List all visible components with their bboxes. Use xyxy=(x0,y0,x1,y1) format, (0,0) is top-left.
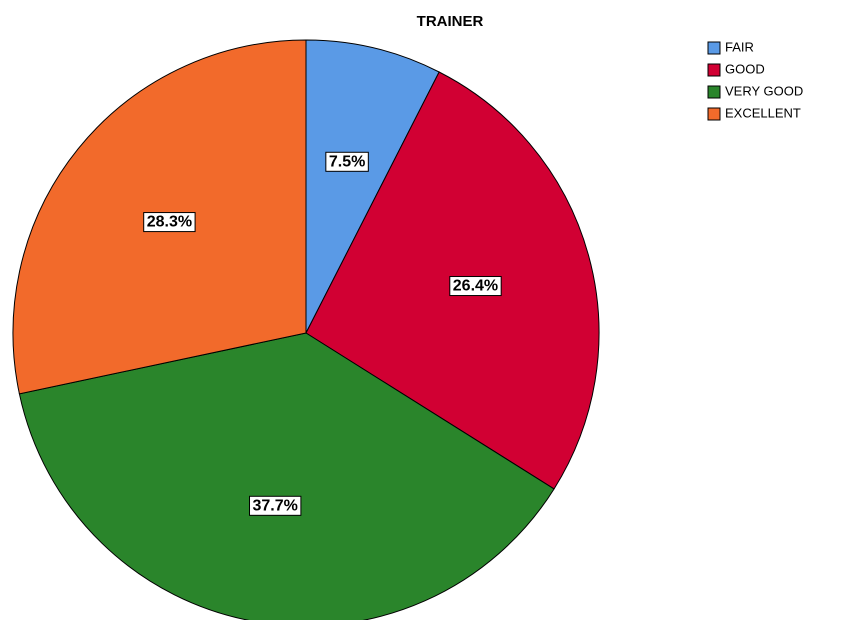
legend-label: FAIR xyxy=(725,39,754,54)
legend-swatch xyxy=(707,63,721,77)
data-label-text: 26.4% xyxy=(453,278,498,295)
legend-swatch xyxy=(707,85,721,99)
data-label: 28.3% xyxy=(143,212,196,233)
data-label: 26.4% xyxy=(449,276,502,297)
chart-title: TRAINER xyxy=(417,13,484,30)
legend-swatch xyxy=(707,107,721,121)
data-label-text: 37.7% xyxy=(253,497,298,514)
data-label-text: 7.5% xyxy=(329,153,365,170)
pie-slice xyxy=(18,332,555,620)
data-label-box xyxy=(449,276,502,297)
data-label-box xyxy=(325,151,369,172)
pie-slice xyxy=(305,39,440,334)
legend-label: VERY GOOD xyxy=(725,83,803,98)
data-label: 37.7% xyxy=(249,495,302,516)
legend-label: GOOD xyxy=(725,61,765,76)
data-label-text: 28.3% xyxy=(147,214,192,231)
data-label-box xyxy=(143,212,196,233)
legend-swatch xyxy=(707,41,721,55)
data-label: 7.5% xyxy=(325,151,369,172)
data-label-box xyxy=(249,495,302,516)
legend-label: EXCELLENT xyxy=(725,105,801,120)
